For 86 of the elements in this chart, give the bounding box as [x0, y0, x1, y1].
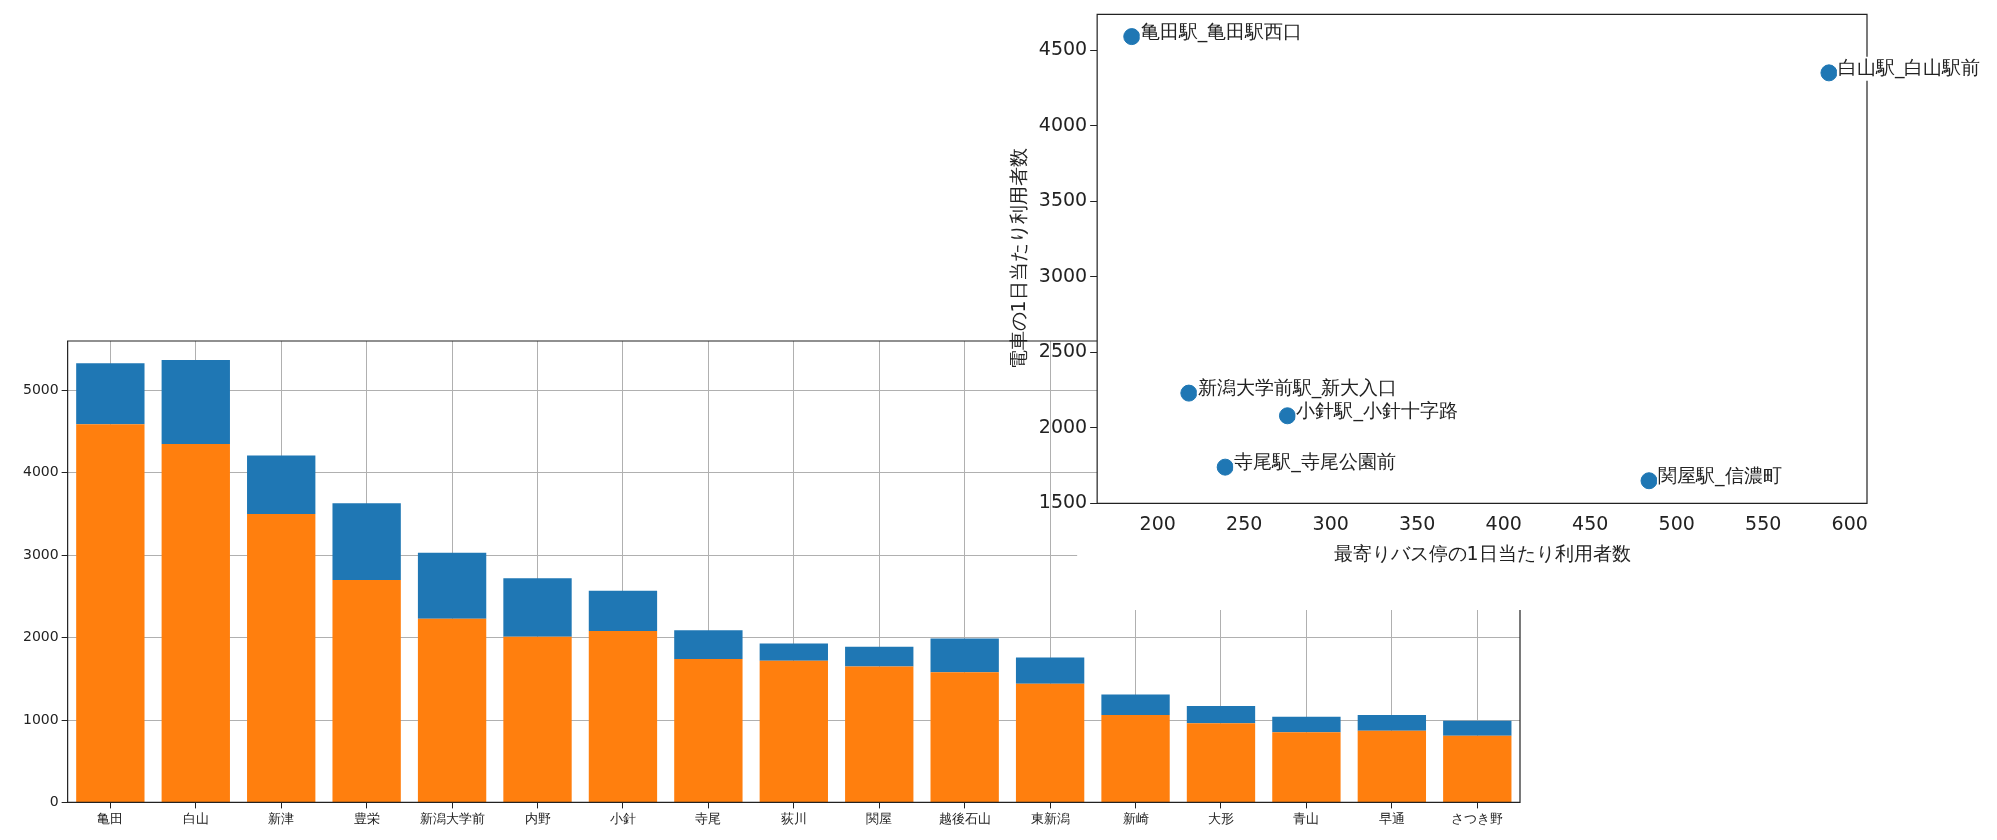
x-tick-label: 大形: [1207, 810, 1234, 826]
bar: [417, 618, 487, 802]
x-tick-label: 早通: [1378, 810, 1405, 826]
bar: [1357, 730, 1427, 802]
bar: [1101, 715, 1170, 802]
bar: [1443, 735, 1512, 802]
y-tick-label: 0: [49, 793, 59, 810]
y-tick-label: 1500: [1038, 490, 1088, 513]
bar: [76, 363, 145, 425]
x-tick-label: 内野: [524, 810, 551, 826]
x-tick-label: 東新潟: [1030, 810, 1070, 826]
x-tick-label: 300: [1312, 511, 1349, 534]
x-tick-label: 荻川: [780, 810, 807, 826]
y-tick-label: 3000: [22, 545, 59, 562]
bar: [588, 590, 658, 632]
bar: [1186, 706, 1256, 724]
bar: [674, 659, 743, 802]
x-tick-label: 600: [1831, 511, 1868, 534]
bar: [759, 643, 828, 661]
bar: [588, 631, 658, 802]
y-tick-label: 2000: [22, 628, 59, 645]
point: [1640, 472, 1658, 490]
y-tick-label: 2000: [1038, 414, 1088, 437]
point: [1123, 28, 1141, 46]
x-tick-label: 新崎: [1122, 810, 1149, 826]
bar: [247, 514, 316, 802]
point: [1278, 407, 1296, 425]
annotation: 白山駅_白山駅前: [1837, 55, 1981, 79]
annotation: 寺尾駅_寺尾公園前: [1234, 450, 1396, 474]
bar: [1272, 732, 1341, 802]
bar: [503, 578, 572, 637]
bar: [759, 660, 828, 802]
y-tick-label: 3000: [1038, 263, 1088, 286]
bar: [930, 672, 999, 802]
x-tick-label: 500: [1658, 511, 1695, 534]
bar: [417, 552, 487, 619]
bar: [503, 636, 572, 802]
x-tick-label: 200: [1139, 511, 1176, 534]
bar: [845, 646, 914, 667]
bar: [674, 630, 743, 660]
x-tick-label: 亀田: [97, 810, 124, 826]
bar: [332, 579, 401, 802]
y-axis-title: 電車の1日当たり利用者数: [1007, 148, 1030, 370]
y-tick-label: 4000: [1038, 112, 1088, 135]
x-tick-label: 越後石山: [938, 810, 991, 826]
point: [1820, 64, 1838, 82]
bar: [76, 424, 145, 802]
x-tick-label: 550: [1745, 511, 1782, 534]
bar: [247, 455, 316, 515]
bar: [161, 359, 230, 444]
point: [1180, 384, 1198, 402]
x-tick-label: 小針: [609, 810, 636, 826]
bar: [161, 443, 230, 802]
x-tick-label: 青山: [1293, 810, 1320, 826]
bar: [1015, 683, 1085, 802]
x-tick-label: 250: [1226, 511, 1263, 534]
y-tick-label: 2500: [1038, 339, 1088, 362]
bar: [1015, 657, 1085, 684]
y-tick-label: 4500: [1038, 37, 1088, 60]
bar: [1101, 694, 1170, 716]
x-tick-label: さつき野: [1451, 810, 1504, 826]
annotation: 新潟大学前駅_新大入口: [1197, 376, 1398, 400]
x-tick-label: 450: [1572, 511, 1609, 534]
annotation: 亀田駅_亀田駅西口: [1140, 19, 1303, 43]
x-tick-label: 350: [1399, 511, 1436, 534]
y-tick-label: 3500: [1038, 188, 1088, 211]
x-tick-label: 寺尾: [695, 810, 722, 826]
y-tick-label: 4000: [22, 463, 59, 480]
x-tick-label: 豊栄: [353, 810, 380, 826]
x-tick-label: 関屋: [866, 810, 893, 826]
bar: [1272, 716, 1341, 733]
x-tick-label: 新潟大学前: [419, 810, 485, 826]
bar: [845, 666, 914, 802]
annotation: 関屋駅_信濃町: [1658, 463, 1782, 487]
x-axis-title: 最寄りバス停の1日当たり利用者数: [1333, 541, 1631, 564]
x-tick-label: 新津: [268, 810, 295, 826]
y-tick-label: 1000: [22, 710, 59, 727]
y-tick-label: 5000: [22, 381, 59, 398]
x-tick-label: 白山: [182, 810, 209, 826]
bar: [1443, 720, 1512, 736]
point: [1216, 458, 1234, 476]
bar: [930, 638, 999, 673]
bar: [1357, 715, 1427, 731]
bar: [332, 503, 401, 580]
bar: [1186, 723, 1256, 802]
x-tick-label: 400: [1485, 511, 1522, 534]
